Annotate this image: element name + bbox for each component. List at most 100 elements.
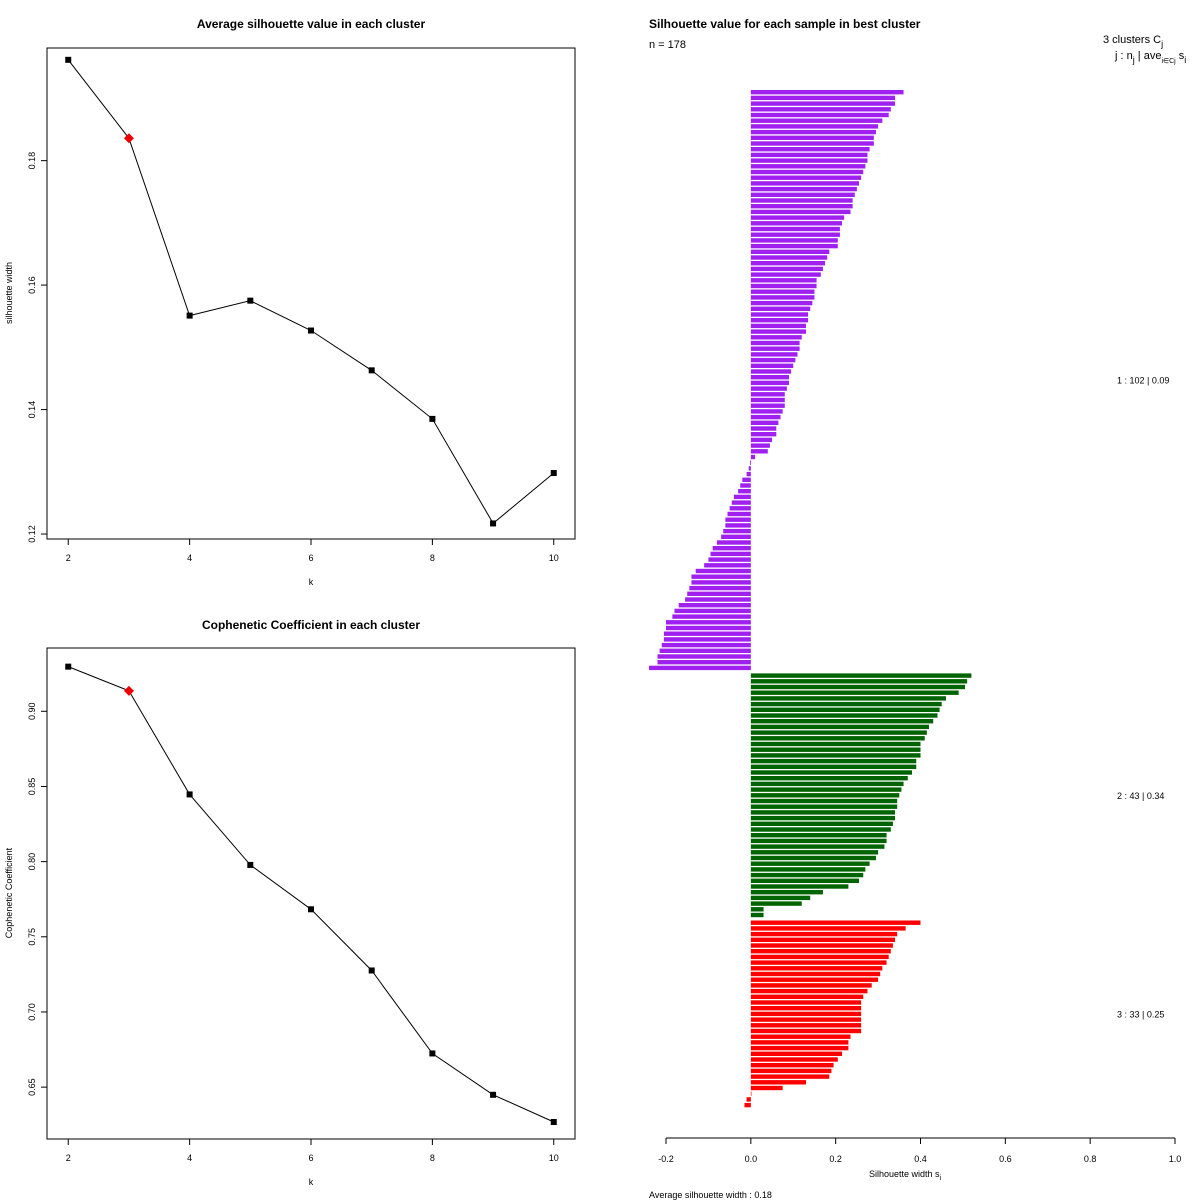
- silhouette-bar: [750, 95, 896, 101]
- silhouette-bar: [750, 272, 821, 277]
- silhouette-y-label: silhouette width: [4, 262, 14, 324]
- silhouette-bar: [750, 776, 908, 781]
- silhouette-bar: [750, 266, 823, 272]
- silhouette-bar: [731, 500, 751, 505]
- data-point: [490, 520, 497, 527]
- silhouette-bar: [727, 511, 751, 517]
- silhouette-chart-title: Average silhouette value in each cluster: [197, 17, 426, 31]
- bar-x-tick-label: 0.4: [914, 1154, 927, 1164]
- y-tick-label: 0.14: [27, 401, 37, 419]
- y-tick-label: 0.85: [27, 778, 37, 796]
- bar-x-tick-label: -0.2: [658, 1154, 674, 1164]
- silhouette-bar: [750, 960, 887, 965]
- data-point: [368, 967, 375, 974]
- silhouette-bar: [691, 580, 751, 585]
- silhouette-bar: [721, 534, 751, 539]
- data-point: [65, 663, 72, 670]
- silhouette-bar: [750, 209, 851, 215]
- silhouette-bar: [750, 673, 972, 678]
- silhouette-bar: [749, 460, 751, 465]
- silhouette-bar: [678, 603, 751, 608]
- silhouette-bar: [750, 312, 809, 317]
- silhouette-bar: [750, 844, 885, 849]
- silhouette-bar: [750, 1000, 862, 1005]
- y-tick-label: 0.12: [27, 525, 37, 543]
- x-tick-label: 6: [308, 1153, 313, 1163]
- average-silhouette-footer: Average silhouette width : 0.18: [649, 1190, 772, 1200]
- x-tick-label: 4: [187, 553, 192, 563]
- silhouette-bar: [750, 129, 876, 135]
- silhouette-bar: [750, 833, 887, 838]
- silhouette-bar: [750, 1045, 849, 1051]
- silhouette-bar: [750, 1051, 843, 1056]
- silhouette-bar: [750, 392, 785, 397]
- silhouette-bar: [750, 838, 887, 844]
- silhouette-bar: [750, 1057, 838, 1062]
- silhouette-bar: [750, 850, 879, 855]
- silhouette-bar: [750, 867, 866, 872]
- silhouette-bar: [750, 971, 881, 977]
- data-point: [308, 327, 314, 334]
- silhouette-bar: [725, 517, 751, 522]
- silhouette-bar: [750, 949, 891, 954]
- silhouette-bar: [750, 346, 800, 351]
- silhouette-bar: [750, 821, 893, 826]
- silhouette-bar: [750, 158, 868, 163]
- silhouette-bar: [750, 414, 781, 420]
- silhouette-bar: [750, 375, 790, 380]
- silhouette-bar: [750, 855, 876, 861]
- bar-plot-title: Silhouette value for each sample in best…: [649, 17, 921, 31]
- silhouette-bar: [750, 804, 898, 809]
- silhouette-bar: [663, 631, 751, 636]
- silhouette-bar: [750, 449, 768, 454]
- silhouette-bar: [750, 380, 790, 386]
- silhouette-bar: [750, 261, 826, 266]
- silhouette-bar: [750, 907, 764, 912]
- data-point: [65, 56, 72, 63]
- silhouette-bar: [750, 884, 849, 889]
- silhouette-bar: [750, 753, 921, 758]
- cluster-label: 1 : 102 | 0.09: [1117, 376, 1169, 386]
- silhouette-bar: [674, 608, 751, 614]
- silhouette-bar: [750, 186, 857, 192]
- silhouette-bar: [750, 1023, 862, 1028]
- silhouette-bar: [750, 937, 896, 942]
- silhouette-bar: [750, 758, 917, 764]
- silhouette-bar: [750, 221, 843, 226]
- silhouette-bar: [750, 931, 898, 937]
- silhouette-bar: [750, 369, 792, 374]
- silhouette-bar: [750, 169, 864, 175]
- silhouette-bar: [750, 730, 927, 735]
- silhouette-bar: [750, 1063, 834, 1068]
- silhouette-bar: [750, 454, 756, 460]
- silhouette-bar: [750, 249, 830, 254]
- cluster-header-line1: 3 clusters Cj: [1103, 34, 1163, 49]
- x-tick-label: 4: [187, 1153, 192, 1163]
- cluster-label: 3 : 33 | 0.25: [1117, 1010, 1164, 1020]
- silhouette-bar: [750, 164, 866, 169]
- silhouette-bar: [750, 1068, 832, 1074]
- silhouette-bar: [742, 477, 751, 482]
- silhouette-bar: [750, 781, 904, 787]
- silhouette-bar: [750, 701, 942, 707]
- y-tick-label: 0.75: [27, 928, 37, 946]
- silhouette-bar: [750, 901, 802, 906]
- silhouette-bar: [750, 798, 898, 804]
- silhouette-bar: [695, 568, 751, 574]
- silhouette-line-chart: Average silhouette value in each cluster…: [4, 17, 576, 587]
- silhouette-bar: [750, 1040, 849, 1045]
- silhouette-bar: [750, 386, 787, 391]
- silhouette-bar: [750, 724, 929, 730]
- silhouette-bar: [744, 1102, 751, 1108]
- data-point: [186, 312, 193, 319]
- silhouette-bar: [659, 648, 751, 653]
- silhouette-bar: [661, 642, 751, 648]
- silhouette-bar: [750, 90, 904, 95]
- silhouette-bar: [750, 112, 889, 118]
- silhouette-bar: [704, 563, 751, 568]
- silhouette-bar: [750, 295, 815, 300]
- silhouette-bar: [750, 124, 879, 129]
- silhouette-bar: [657, 660, 751, 665]
- y-tick-label: 0.16: [27, 276, 37, 294]
